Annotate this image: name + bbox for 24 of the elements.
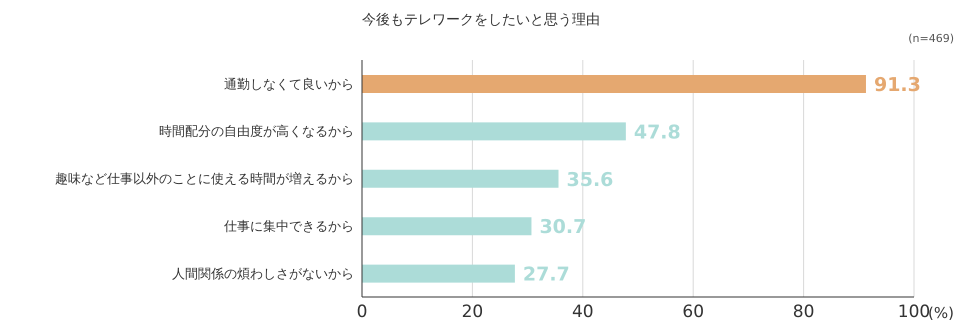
bar — [362, 264, 515, 283]
y-tick-label: 趣味など仕事以外のことに使える時間が増えるから — [55, 171, 354, 188]
bar — [362, 217, 532, 236]
y-tick-label: 仕事に集中できるから — [223, 220, 354, 235]
x-tick-label: 40 — [572, 302, 594, 322]
chart-title: 今後もテレワークをしたいと思う理由 — [361, 11, 601, 30]
data-label: 30.7 — [539, 216, 586, 238]
data-label: 27.7 — [522, 264, 570, 286]
x-axis-title: (%) — [928, 304, 954, 322]
x-tick-label: 20 — [462, 302, 484, 322]
data-label: 35.6 — [566, 168, 614, 191]
y-tick-label: 時間配分の自由度が高くなるから — [159, 124, 354, 140]
text: (n=469) — [908, 32, 954, 45]
x-tick-label: 80 — [792, 302, 814, 322]
x-tick-label: 60 — [682, 302, 704, 322]
bar — [362, 122, 626, 140]
y-tick-label: 通勤しなくて良いから — [224, 77, 354, 92]
data-label: 91.3 — [874, 74, 921, 96]
bar — [362, 75, 866, 93]
bar — [362, 170, 559, 188]
data-label: 47.8 — [634, 121, 681, 144]
y-tick-label: 人間関係の煩わしさがないから — [172, 266, 354, 282]
x-tick-label: 0 — [356, 302, 368, 322]
x-tick-label: 100 — [898, 302, 930, 322]
